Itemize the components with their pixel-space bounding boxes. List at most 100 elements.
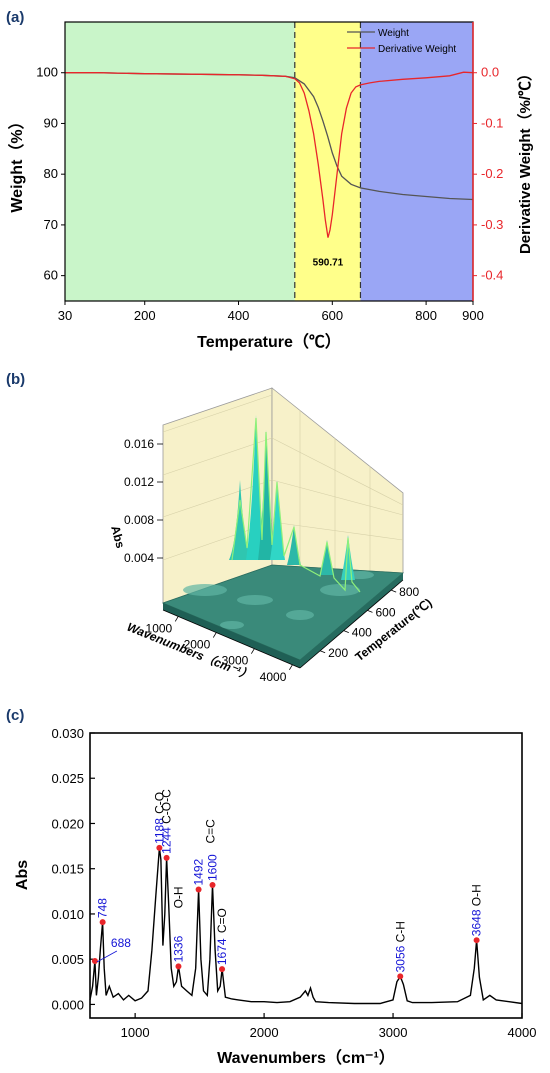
y-tick-label: 90 bbox=[44, 115, 58, 130]
peak-label-1674: 1674 bbox=[215, 938, 229, 965]
legend-entry-derivative: Derivative Weight bbox=[378, 44, 456, 55]
peak-marker-748 bbox=[99, 919, 106, 926]
peak-marker-1492 bbox=[195, 886, 202, 893]
panel-label-c: (c) bbox=[6, 707, 24, 724]
peak-label-3648: 3648 bbox=[470, 909, 484, 936]
x-tick-label: 4000 bbox=[260, 670, 287, 684]
y-axis-title-a: Weight（%） bbox=[8, 113, 26, 212]
peak-annotation-590: 590.71 bbox=[313, 257, 344, 268]
peak-marker-1674 bbox=[219, 966, 226, 973]
plot-frame-c bbox=[89, 732, 523, 1019]
x-tick-label: 30 bbox=[58, 308, 72, 323]
y-tick-label: 0.015 bbox=[51, 862, 84, 877]
peak-marker-1600 bbox=[209, 882, 216, 888]
x-axis-title-a: Temperature（℃） bbox=[197, 333, 341, 351]
derivative-weight-line bbox=[65, 71, 474, 238]
y-axis-ticks-c: 0.000 0.005 0.010 0.015 0.020 0.025 0.030 bbox=[51, 726, 95, 1012]
peak-marker-3056 bbox=[397, 973, 404, 980]
peak-leader-688 bbox=[96, 950, 118, 963]
y-tick-label: 400 bbox=[352, 626, 372, 640]
tga-series bbox=[65, 71, 474, 238]
y-tick-label: 600 bbox=[375, 605, 395, 619]
x-tick-label: 4000 bbox=[508, 1025, 537, 1040]
x-tick-label: 3000 bbox=[379, 1025, 408, 1040]
peak-marker-1188 bbox=[156, 844, 163, 851]
x-tick-mark bbox=[212, 632, 217, 638]
peak-label-1188: 1188 bbox=[152, 818, 166, 844]
x-tick-label: 3000 bbox=[222, 654, 249, 668]
x-axis-line-b bbox=[162, 609, 301, 669]
y-tick-label: 0.005 bbox=[51, 952, 84, 967]
y2-axis-title-a: Derivative Weight（%/℃） bbox=[516, 66, 534, 254]
peak-label-3056: 3056 bbox=[393, 945, 407, 972]
functional-group-labels: C-OC-O-C O-H C=C C=O C-H O-H bbox=[152, 789, 483, 943]
group-label-c-o: C-O bbox=[152, 792, 166, 814]
y-tick-label: 0.020 bbox=[51, 816, 84, 831]
surface-peaks bbox=[229, 415, 361, 593]
x-axis-ticks-b: 1000 2000 3000 4000 bbox=[146, 616, 293, 684]
region-1 bbox=[65, 22, 295, 301]
y-axis-ticks-a: 60 70 80 90 100 bbox=[36, 65, 65, 283]
peak-label-1336: 1336 bbox=[171, 935, 185, 962]
x-tick-label: 400 bbox=[228, 308, 250, 323]
peak-marker-1244 bbox=[163, 854, 170, 861]
peak-3648 bbox=[341, 535, 355, 580]
x-tick-label: 1000 bbox=[121, 1025, 150, 1040]
group-label-c=o: C=O bbox=[215, 908, 229, 933]
y-tick-label: 0.025 bbox=[51, 771, 84, 786]
z-tick-label: 0.016 bbox=[124, 437, 154, 451]
peak-3056 bbox=[320, 540, 334, 575]
y-tick-mark bbox=[343, 630, 349, 633]
panel-label-a: (a) bbox=[6, 9, 24, 26]
x-tick-label: 2000 bbox=[250, 1025, 279, 1040]
y2-tick-label: 0.0 bbox=[481, 65, 499, 80]
group-label-o-h: O-H bbox=[171, 886, 185, 908]
spectrum-highlight bbox=[231, 417, 361, 593]
peak-1492 bbox=[270, 480, 285, 560]
y-axis-title-c: Abs bbox=[14, 860, 31, 890]
peak-label-748: 748 bbox=[96, 898, 110, 918]
y-tick-label: 800 bbox=[399, 585, 419, 599]
x-axis-ticks-a: 30 200 400 600 800 900 bbox=[58, 301, 484, 323]
z-axis-ticks-b: 0.004 0.008 0.012 0.016 bbox=[124, 437, 163, 565]
y-tick-label: 0.010 bbox=[51, 907, 84, 922]
surface-edge-front bbox=[163, 603, 300, 668]
x-tick-mark bbox=[289, 664, 293, 670]
peak-label-1492: 1492 bbox=[192, 859, 206, 886]
y-tick-mark bbox=[319, 650, 326, 654]
y2-axis-ticks-a: 0.0 -0.1 -0.2 -0.3 -0.4 bbox=[473, 65, 503, 283]
y-tick-label: 200 bbox=[328, 646, 348, 660]
y2-tick-label: -0.2 bbox=[481, 166, 503, 181]
x-tick-label: 200 bbox=[134, 308, 156, 323]
x-tick-mark bbox=[174, 616, 179, 622]
x-tick-label: 2000 bbox=[184, 638, 211, 652]
y2-tick-label: -0.4 bbox=[481, 268, 503, 283]
surface-edge-side bbox=[300, 573, 403, 668]
x-tick-label: 900 bbox=[462, 308, 484, 323]
region-3 bbox=[360, 22, 473, 301]
group-label-c-o-c: C-O-C bbox=[160, 789, 174, 824]
group-label-o-h: O-H bbox=[470, 884, 484, 906]
group-label-c-h: C-H bbox=[393, 921, 407, 942]
peak-marker-688 bbox=[91, 958, 98, 964]
panel-label-b: (b) bbox=[6, 371, 25, 388]
x-tick-mark bbox=[250, 648, 255, 654]
peak-marker-3648 bbox=[473, 937, 480, 944]
z-tick-label: 0.012 bbox=[124, 475, 154, 489]
panel-a-tga-chart: 30 200 400 600 800 900 60 70 80 90 100 0.0 -0.1 -0.… bbox=[8, 21, 534, 351]
peak-label-1600: 1600 bbox=[206, 854, 220, 881]
region-boundaries bbox=[294, 22, 362, 301]
panel-c-ftir-chart: 1000 2000 3000 4000 0.0000.0050.0100.0150.0… bbox=[14, 726, 536, 1067]
y-tick-label: 100 bbox=[36, 65, 58, 80]
x-axis-title-c: Wavenumbers（cm⁻¹） bbox=[217, 1049, 395, 1067]
x-tick-label: 600 bbox=[321, 308, 343, 323]
peak-label-688: 688 bbox=[111, 936, 131, 950]
y-tick-label: 70 bbox=[44, 217, 58, 232]
x-tick-label: 1000 bbox=[146, 621, 173, 635]
x-axis-ticks-c: 1000 2000 3000 4000 bbox=[121, 1013, 537, 1040]
y2-tick-label: -0.1 bbox=[481, 115, 503, 130]
surface-noise-patches bbox=[183, 571, 374, 629]
peak-1600 bbox=[287, 525, 301, 565]
